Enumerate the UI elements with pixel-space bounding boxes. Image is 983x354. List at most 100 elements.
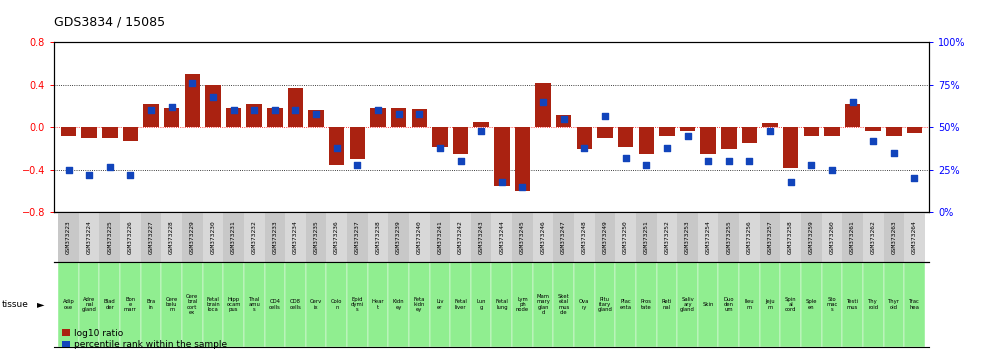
Bar	[577, 127, 592, 149]
Text: GSM373232: GSM373232	[252, 220, 257, 254]
Bar	[430, 212, 450, 262]
Text: GSM373246: GSM373246	[541, 220, 546, 254]
Text: GSM373234: GSM373234	[293, 220, 298, 254]
Text: Duo
den
um: Duo den um	[723, 297, 734, 312]
Point	[700, 159, 716, 164]
Bar	[264, 212, 285, 262]
Text: Cere
bral
cort
ex: Cere bral cort ex	[186, 294, 199, 315]
Bar	[326, 212, 347, 262]
Bar	[61, 127, 77, 136]
Text: Bra
in: Bra in	[146, 299, 155, 309]
Text: Feta
kidn
ey: Feta kidn ey	[414, 297, 425, 312]
Bar	[636, 262, 657, 347]
Bar	[782, 127, 798, 168]
Bar	[412, 109, 427, 127]
Bar	[660, 127, 674, 136]
Bar	[803, 127, 819, 136]
Text: GDS3834 / 15085: GDS3834 / 15085	[54, 15, 165, 28]
Text: GSM373262: GSM373262	[871, 220, 876, 254]
Bar	[865, 127, 881, 131]
Bar	[471, 262, 492, 347]
Bar	[657, 262, 677, 347]
Bar	[368, 212, 388, 262]
Text: GSM373247: GSM373247	[561, 220, 566, 254]
Bar	[205, 85, 220, 127]
Bar	[719, 212, 739, 262]
Bar	[657, 212, 677, 262]
Bar	[598, 127, 612, 138]
Point	[102, 164, 118, 169]
Bar	[763, 123, 778, 127]
Text: Adip
ose: Adip ose	[63, 299, 75, 309]
Text: Fetal
lung: Fetal lung	[495, 299, 508, 309]
Text: Jeju
m: Jeju m	[765, 299, 775, 309]
Text: Thyr
oid: Thyr oid	[888, 299, 899, 309]
Text: GSM373227: GSM373227	[148, 220, 153, 254]
Text: GSM373236: GSM373236	[334, 220, 339, 254]
Text: Hear
t: Hear t	[372, 299, 384, 309]
Bar	[350, 127, 365, 159]
Point	[82, 172, 97, 178]
Bar	[533, 262, 553, 347]
Bar	[574, 262, 595, 347]
Point	[535, 99, 550, 105]
Bar	[285, 212, 306, 262]
Text: Lun
g: Lun g	[477, 299, 486, 309]
Point	[597, 113, 612, 118]
Bar	[450, 212, 471, 262]
Bar	[760, 212, 781, 262]
Bar	[556, 115, 571, 127]
Bar	[742, 127, 757, 143]
Text: GSM373249: GSM373249	[603, 220, 607, 254]
Text: Fetal
liver: Fetal liver	[454, 299, 467, 309]
Point	[205, 94, 221, 100]
Point	[453, 159, 469, 164]
Bar	[595, 212, 615, 262]
Text: Ova
ry: Ova ry	[579, 299, 590, 309]
Bar	[884, 262, 904, 347]
Text: CD4
cells: CD4 cells	[269, 299, 281, 309]
Text: GSM373231: GSM373231	[231, 220, 236, 254]
Bar	[636, 212, 657, 262]
Bar	[79, 212, 99, 262]
Bar	[595, 262, 615, 347]
Text: Cere
belu
m: Cere belu m	[165, 297, 178, 312]
Text: GSM373240: GSM373240	[417, 220, 422, 254]
Bar	[719, 262, 739, 347]
Bar	[391, 108, 406, 127]
Bar	[141, 212, 161, 262]
Bar	[822, 212, 842, 262]
Text: GSM373255: GSM373255	[726, 220, 731, 254]
Bar	[680, 127, 695, 131]
Bar	[58, 262, 79, 347]
Bar	[120, 212, 141, 262]
Bar	[185, 74, 201, 127]
Bar	[906, 127, 922, 133]
Bar	[306, 212, 326, 262]
Point	[412, 111, 428, 117]
Text: GSM373248: GSM373248	[582, 220, 587, 254]
Bar	[886, 127, 901, 136]
Bar	[450, 262, 471, 347]
Point	[762, 128, 778, 134]
Bar	[701, 127, 716, 154]
Bar	[677, 212, 698, 262]
Text: GSM373245: GSM373245	[520, 220, 525, 254]
Text: GSM373257: GSM373257	[768, 220, 773, 254]
Bar	[288, 88, 303, 127]
Text: Fetal
brain
loca: Fetal brain loca	[206, 297, 220, 312]
Legend: log10 ratio, percentile rank within the sample: log10 ratio, percentile rank within the …	[59, 325, 231, 353]
Bar	[371, 108, 385, 127]
Bar	[884, 212, 904, 262]
Bar	[79, 262, 99, 347]
Bar	[615, 262, 636, 347]
Point	[309, 111, 324, 117]
Text: GSM373224: GSM373224	[87, 220, 91, 254]
Bar	[433, 127, 447, 147]
Point	[391, 111, 407, 117]
Point	[144, 108, 159, 113]
Point	[824, 167, 839, 173]
Point	[474, 128, 490, 134]
Bar	[285, 262, 306, 347]
Point	[123, 172, 139, 178]
